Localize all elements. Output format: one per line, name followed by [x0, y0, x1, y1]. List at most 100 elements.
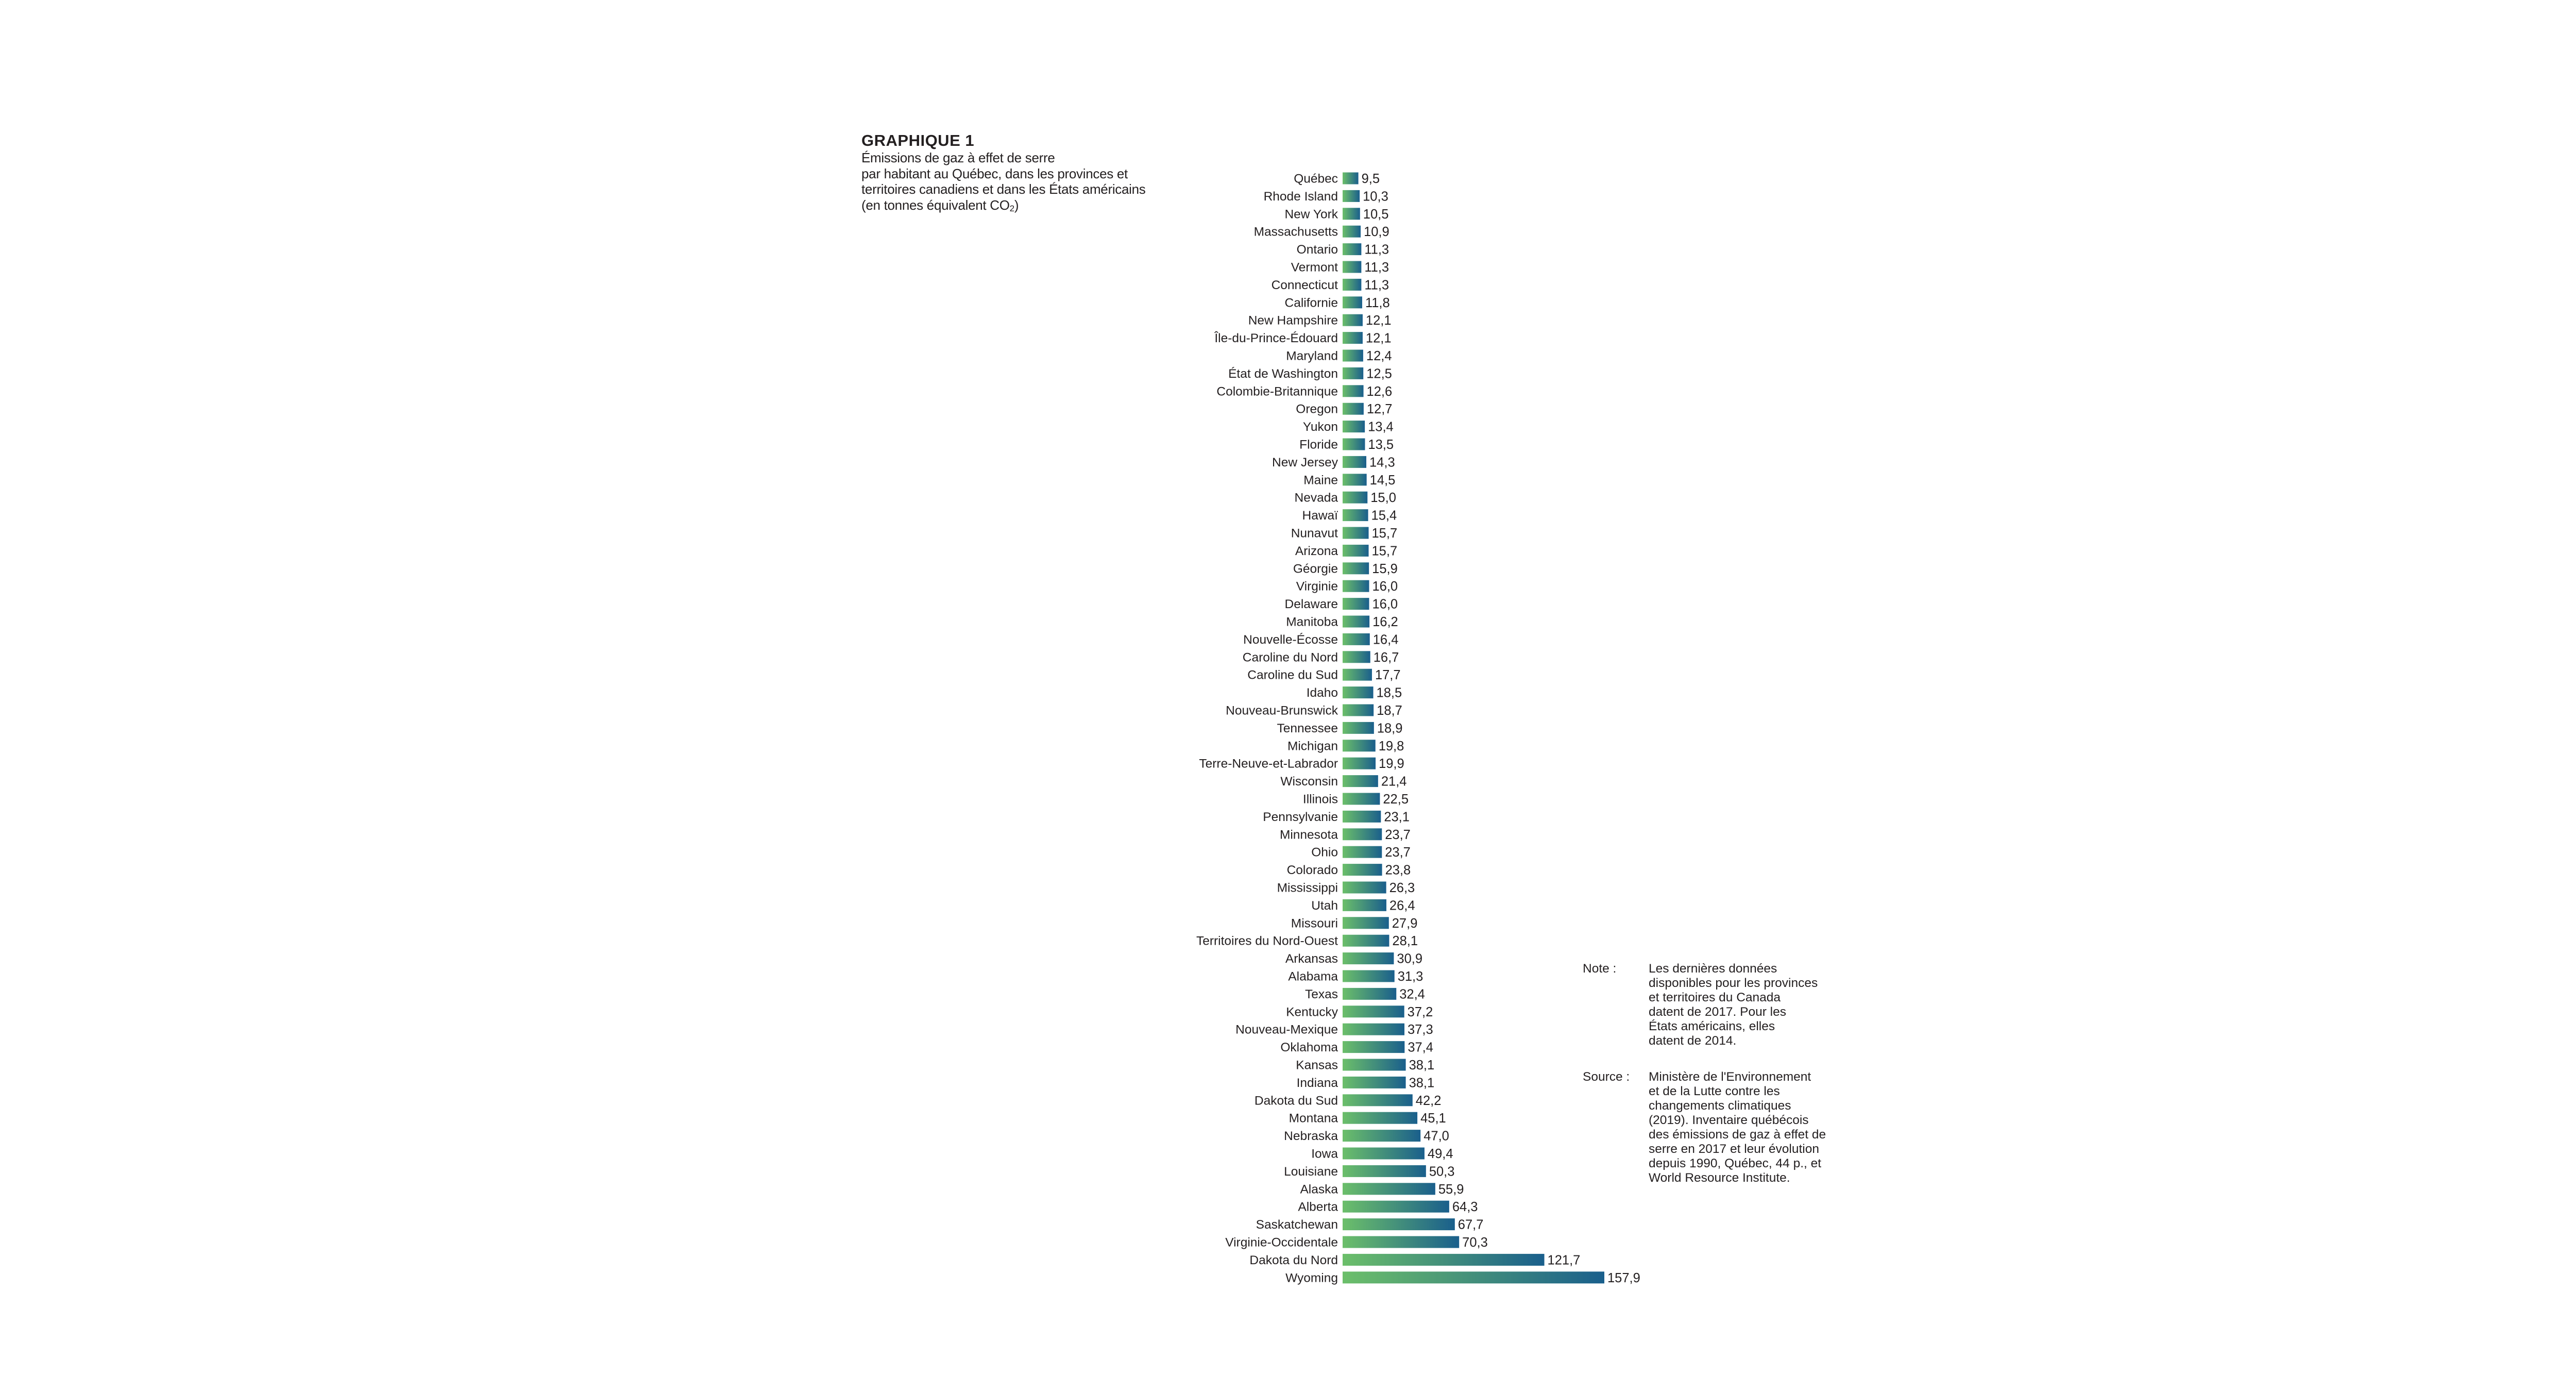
category-label: Nevada: [1295, 491, 1338, 505]
data-label: 11,3: [1364, 260, 1389, 275]
bar: [1343, 668, 1372, 681]
bar: [1343, 633, 1370, 645]
category-label: Tennessee: [1277, 722, 1338, 735]
data-label: 45,1: [1420, 1111, 1446, 1126]
category-label: Terre-Neuve-et-Labrador: [1199, 757, 1338, 771]
category-label: Géorgie: [1293, 562, 1338, 576]
data-label: 28,1: [1392, 934, 1418, 948]
category-label: New Jersey: [1272, 456, 1338, 470]
category-label: Floride: [1299, 438, 1338, 452]
data-label: 15,7: [1372, 544, 1398, 558]
category-label: Texas: [1305, 987, 1338, 1001]
category-label: Dakota du Sud: [1255, 1094, 1338, 1108]
data-label: 15,4: [1371, 509, 1397, 523]
data-label: 18,5: [1377, 686, 1402, 700]
bar: [1343, 261, 1362, 273]
bar: [1343, 1112, 1418, 1124]
category-label: Pennsylvanie: [1263, 810, 1338, 824]
data-label: 16,4: [1373, 632, 1399, 647]
category-label: Michigan: [1287, 739, 1338, 753]
category-label: Oklahoma: [1280, 1041, 1338, 1054]
data-label: 15,0: [1370, 491, 1396, 505]
data-label: 38,1: [1409, 1058, 1435, 1072]
category-label: Nouveau-Mexique: [1235, 1023, 1338, 1037]
category-label: Vermont: [1291, 261, 1338, 275]
bar: [1343, 740, 1376, 752]
data-label: 12,1: [1366, 313, 1392, 328]
data-label: 31,3: [1398, 969, 1423, 984]
data-label: 22,5: [1383, 792, 1409, 807]
data-label: 16,0: [1372, 579, 1398, 594]
category-label: Colorado: [1287, 863, 1338, 877]
data-label: 11,3: [1364, 243, 1389, 257]
bar: [1343, 527, 1369, 539]
data-label: 23,7: [1385, 845, 1411, 860]
data-label: 14,3: [1369, 455, 1395, 470]
category-label: Alaska: [1300, 1182, 1338, 1196]
bar: [1343, 1041, 1405, 1053]
note-row: Note : Les dernières données disponibles…: [1583, 962, 1850, 1048]
source-line: des émissions de gaz à effet de: [1649, 1128, 1826, 1142]
note-line: Les dernières données: [1649, 962, 1777, 976]
category-label: Delaware: [1285, 597, 1338, 611]
bar: [1343, 1200, 1449, 1213]
bar: [1343, 686, 1374, 699]
source-line: serre en 2017 et leur évolution: [1649, 1142, 1819, 1156]
category-label: Kansas: [1296, 1059, 1338, 1072]
bar: [1343, 562, 1369, 575]
category-label: Nunavut: [1291, 527, 1338, 541]
category-label: Indiana: [1297, 1076, 1338, 1090]
bar: [1343, 385, 1364, 397]
chart-subtitle: Émissions de gaz à effet de serre par ha…: [861, 150, 1171, 213]
subtitle-line: Émissions de gaz à effet de serre: [861, 150, 1055, 165]
category-label: Yukon: [1303, 420, 1338, 434]
category-label: Île-du-Prince-Édouard: [1214, 331, 1338, 345]
bar: [1343, 917, 1389, 929]
bar: [1343, 775, 1378, 787]
data-label: 38,1: [1409, 1076, 1435, 1090]
category-label: Wisconsin: [1280, 775, 1338, 789]
category-label: Nebraska: [1284, 1129, 1338, 1143]
category-label: Alabama: [1288, 970, 1338, 984]
category-label: Ontario: [1297, 243, 1338, 257]
bar: [1343, 1218, 1455, 1231]
data-label: 30,9: [1397, 952, 1422, 966]
data-label: 16,0: [1372, 597, 1398, 612]
data-label: 18,7: [1377, 703, 1402, 718]
category-label: Maryland: [1286, 349, 1338, 363]
category-label: Virginie: [1296, 580, 1338, 594]
bar: [1343, 1165, 1426, 1177]
note-text: Les dernières données disponibles pour l…: [1649, 962, 1850, 1048]
category-label: Connecticut: [1272, 278, 1338, 292]
bar: [1343, 846, 1382, 858]
bar: [1343, 314, 1363, 326]
category-label: Virginie-Occidentale: [1225, 1236, 1338, 1250]
subtitle-line: par habitant au Québec, dans les provinc…: [861, 165, 1128, 181]
bar: [1343, 970, 1395, 982]
category-label: Massachusetts: [1254, 225, 1338, 239]
data-label: 12,5: [1366, 366, 1392, 381]
bar: [1343, 598, 1369, 610]
source-label: Source :: [1583, 1070, 1630, 1084]
bar: [1343, 793, 1380, 805]
category-label: Californie: [1285, 296, 1338, 310]
bar: [1343, 438, 1365, 450]
bar: [1343, 651, 1370, 663]
bar: [1343, 1183, 1435, 1195]
data-label: 12,7: [1367, 402, 1393, 416]
source-line: depuis 1990, Québec, 44 p., et: [1649, 1157, 1822, 1170]
bar: [1343, 757, 1376, 769]
data-label: 49,4: [1428, 1147, 1453, 1161]
note-line: datent de 2014.: [1649, 1034, 1737, 1048]
category-label: Caroline du Sud: [1247, 668, 1338, 682]
source-line: et de la Lutte contre les: [1649, 1084, 1780, 1098]
bar: [1343, 367, 1364, 379]
category-label: Hawaï: [1302, 509, 1338, 523]
data-label: 15,9: [1372, 562, 1398, 576]
data-label: 19,8: [1379, 739, 1404, 753]
bar: [1343, 509, 1368, 522]
bar: [1343, 722, 1374, 734]
data-label: 70,3: [1462, 1235, 1488, 1250]
source-line: Ministère de l'Environnement: [1649, 1070, 1811, 1084]
category-label: Utah: [1311, 899, 1338, 913]
